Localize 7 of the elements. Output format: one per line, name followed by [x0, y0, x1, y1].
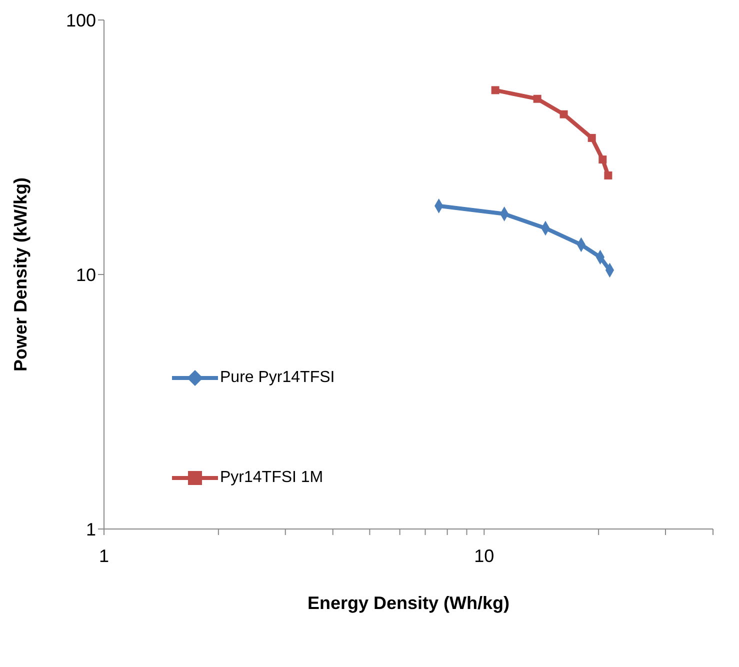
- y-axis-title: Power Density (kW/kg): [10, 177, 30, 372]
- y-tick-label: 100: [66, 10, 96, 30]
- legend-label: Pyr14TFSI 1M: [220, 469, 324, 487]
- y-tick-label: 10: [76, 264, 96, 285]
- x-axis-title: Energy Density (Wh/kg): [307, 593, 510, 613]
- legend-label: Pure Pyr14TFSI: [220, 369, 335, 387]
- y-tick-label: 1: [86, 519, 96, 540]
